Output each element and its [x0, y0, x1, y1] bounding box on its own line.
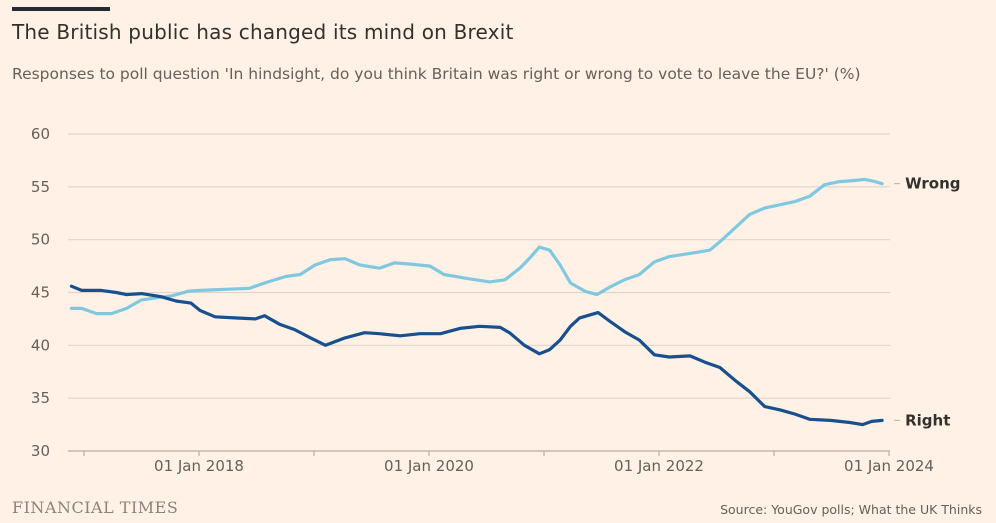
chart-subtitle: Responses to poll question 'In hindsight… — [12, 65, 861, 83]
x-tick-label: 01 Jan 2018 — [154, 457, 244, 475]
y-tick-label: 40 — [31, 336, 50, 354]
y-tick-label: 35 — [31, 389, 50, 407]
chart-title: The British public has changed its mind … — [12, 20, 514, 44]
y-tick-label: 50 — [31, 231, 50, 249]
y-tick-label: 55 — [31, 178, 50, 196]
x-tick-label: 01 Jan 2022 — [614, 457, 704, 475]
y-tick-label: 60 — [31, 125, 50, 143]
series-lines — [69, 177, 884, 427]
source-note: Source: YouGov polls; What the UK Thinks — [720, 502, 982, 517]
y-axis: 30 35 40 45 50 55 60 — [31, 125, 50, 460]
gridlines — [68, 133, 890, 399]
y-tick-label: 30 — [31, 442, 50, 460]
y-tick-label: 45 — [31, 284, 50, 302]
series-label-right: Right — [905, 411, 950, 429]
series-label-wrong: Wrong — [905, 175, 960, 193]
top-rule — [12, 7, 110, 11]
x-axis: 01 Jan 2018 01 Jan 2020 01 Jan 2022 01 Jan … — [68, 450, 934, 475]
series-labels: Wrong Right — [894, 175, 961, 429]
ft-logo: FINANCIAL TIMES — [12, 498, 179, 517]
x-tick-label: 01 Jan 2020 — [384, 457, 474, 475]
series-line-right — [69, 284, 884, 427]
series-line-wrong — [69, 177, 884, 316]
x-tick-label: 01 Jan 2024 — [844, 457, 934, 475]
